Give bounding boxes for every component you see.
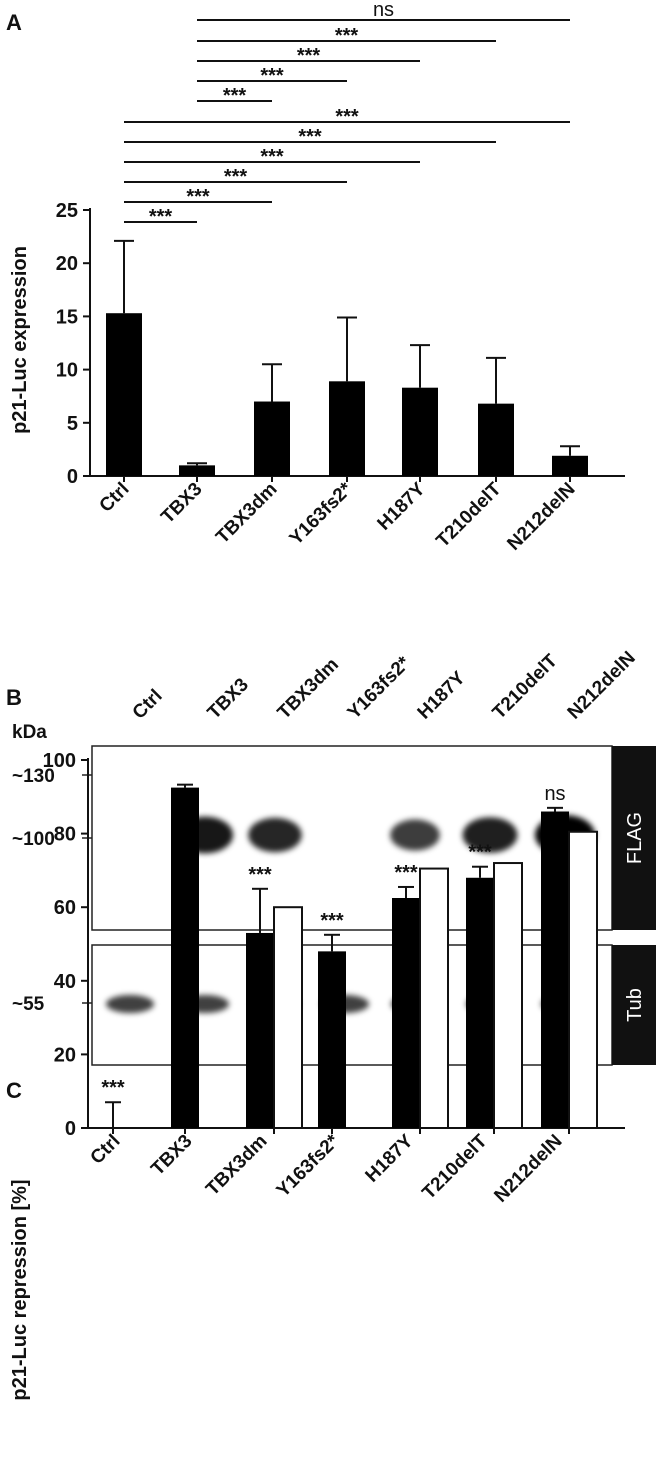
blot-lane-label-tbx3: TBX3	[204, 674, 253, 723]
tub-band-ctrl	[106, 995, 154, 1013]
marker-100: ~100	[12, 829, 55, 850]
blot-lane-label-h187y: H187Y	[414, 667, 470, 723]
chart-c-y-axis-label: p21-Luc repression [%]	[9, 1179, 31, 1400]
chart-a-significance-label: ***	[297, 45, 321, 67]
flag-tag: FLAG	[624, 812, 646, 864]
chart-c-x-tick-label-h187y: H187Y	[362, 1130, 418, 1186]
chart-a-x-tick-label-t210delt: T210delT	[432, 478, 505, 551]
chart-c-bar-filled-y163fs2	[318, 951, 346, 1128]
chart-a-significance-label: ***	[224, 166, 248, 188]
blot-lane-label-n212deln: N212delN	[564, 647, 640, 723]
panel-label-c: C	[6, 1078, 22, 1103]
chart-c-x-tick-label-ctrl: Ctrl	[87, 1131, 125, 1169]
chart-a-y-tick-label: 20	[56, 253, 78, 275]
chart-a-significance-label: ***	[260, 146, 284, 168]
chart-c-x-tick-label-y163fs2: Y163fs2*	[273, 1130, 344, 1201]
chart-a-significance-label: ***	[298, 126, 322, 148]
chart-a-x-tick-label-h187y: H187Y	[374, 478, 430, 534]
chart-c-y-tick-label: 0	[65, 1118, 76, 1140]
chart-c-bar-open-h187y	[419, 867, 449, 1129]
chart-a-significance-label: ***	[335, 25, 359, 47]
chart-a-bar-tbx3	[179, 465, 215, 476]
chart-a-x-tick-label-tbx3dm: TBX3dm	[212, 479, 281, 548]
blot-lane-label-y163fs2: Y163fs2*	[344, 652, 415, 723]
chart-a-x-tick-label-tbx3: TBX3	[157, 479, 206, 528]
chart-c-bar-filled-tbx3	[171, 787, 199, 1128]
chart-c-bar-filled-h187y	[392, 898, 420, 1128]
blot-lane-labels: Ctrl TBX3 TBX3dm Y163fs2* H187Y T210delT N212d…	[129, 647, 640, 723]
chart-c-significance-t210delt: ***	[468, 842, 492, 864]
flag-band-tbx3dm	[248, 817, 302, 853]
chart-c-bar-open-t210delt	[493, 862, 523, 1129]
chart-c-significance-n212deln: ns	[544, 783, 565, 805]
chart-a-bar-t210delt	[478, 403, 514, 476]
chart-c-bar-filled-tbx3dm	[246, 932, 274, 1128]
flag-tag-box	[612, 746, 656, 930]
chart-c-bar-filled-n212deln	[541, 811, 569, 1128]
tub-tag: Tub	[624, 988, 646, 1022]
chart-c-bar-open-tbx3dm	[273, 906, 303, 1130]
chart-a-significance-label: ***	[149, 206, 173, 228]
chart-a-y-axis-label: p21-Luc expression	[9, 246, 31, 434]
flag-band-t210delt	[462, 817, 518, 853]
panel-label-b: B	[6, 685, 22, 710]
chart-c-x-tick-label-n212deln: N212delN	[490, 1131, 566, 1207]
chart-c-bar-open-n212deln	[568, 830, 598, 1129]
chart-a-significance-label: ns	[373, 0, 394, 21]
chart-a-x-tick-label-y163fs2: Y163fs2*	[286, 478, 357, 549]
chart-a-y-tick-label: 0	[67, 466, 78, 488]
chart-a-bar-y163fs2	[329, 381, 365, 476]
chart-c-y-tick-label: 100	[43, 750, 76, 772]
chart-c-y-tick-label: 60	[54, 897, 76, 919]
chart-c-y-tick-label: 20	[54, 1044, 76, 1066]
chart-a-y-tick-label: 25	[56, 200, 78, 222]
panel-label-a: A	[6, 10, 22, 35]
tub-tag-box	[612, 945, 656, 1065]
flag-band-h187y	[390, 819, 440, 851]
chart-c-y-tick-label: 40	[54, 971, 76, 993]
chart-a-y-tick-label: 15	[56, 306, 78, 328]
chart-a-significance-label: ***	[186, 186, 210, 208]
chart-a-bar-ctrl	[106, 313, 142, 476]
chart-c-significance-tbx3dm: ***	[248, 864, 272, 886]
chart-a-x-tick-label-ctrl: Ctrl	[96, 479, 134, 517]
chart-a-bar-n212deln	[552, 455, 588, 476]
chart-a-significance-label: ***	[335, 106, 359, 128]
chart-a-x-tick-label-n212deln: N212delN	[503, 479, 579, 555]
marker-130: ~130	[12, 766, 55, 787]
chart-c-significance-y163fs2: ***	[320, 910, 344, 932]
blot-lane-label-t210delt: T210delT	[489, 650, 562, 723]
chart-c-y-tick-label: 80	[54, 824, 76, 846]
chart-c-x-tick-label-tbx3dm: TBX3dm	[202, 1131, 271, 1200]
chart-a-significance-label: ***	[260, 65, 284, 87]
chart-c-significance-ctrl: ***	[101, 1077, 125, 1099]
chart-c-significance-h187y: ***	[394, 862, 418, 884]
blot-lane-label-tbx3dm: TBX3dm	[274, 654, 343, 723]
chart-c-x-tick-label-tbx3: TBX3	[147, 1131, 196, 1180]
chart-a-bar-h187y	[402, 387, 438, 476]
chart-a-expression: 0 5 10 15 20 25 Ctrl TBX3 TBX3dm Y163fs2* H187Y T21…	[56, 0, 625, 555]
chart-c-x-tick-label-t210delt: T210delT	[418, 1130, 491, 1203]
blot-lane-label-ctrl: Ctrl	[129, 686, 167, 724]
flag-blot-frame	[91, 745, 613, 931]
chart-a-significance-label: ***	[223, 85, 247, 107]
chart-a-bar-tbx3dm	[254, 401, 290, 476]
chart-a-y-tick-label: 10	[56, 360, 78, 382]
chart-a-y-tick-label: 5	[67, 413, 78, 435]
marker-55: ~55	[12, 994, 45, 1015]
chart-c-bar-filled-t210delt	[466, 877, 494, 1128]
blot-unit-label: kDa	[12, 722, 47, 743]
